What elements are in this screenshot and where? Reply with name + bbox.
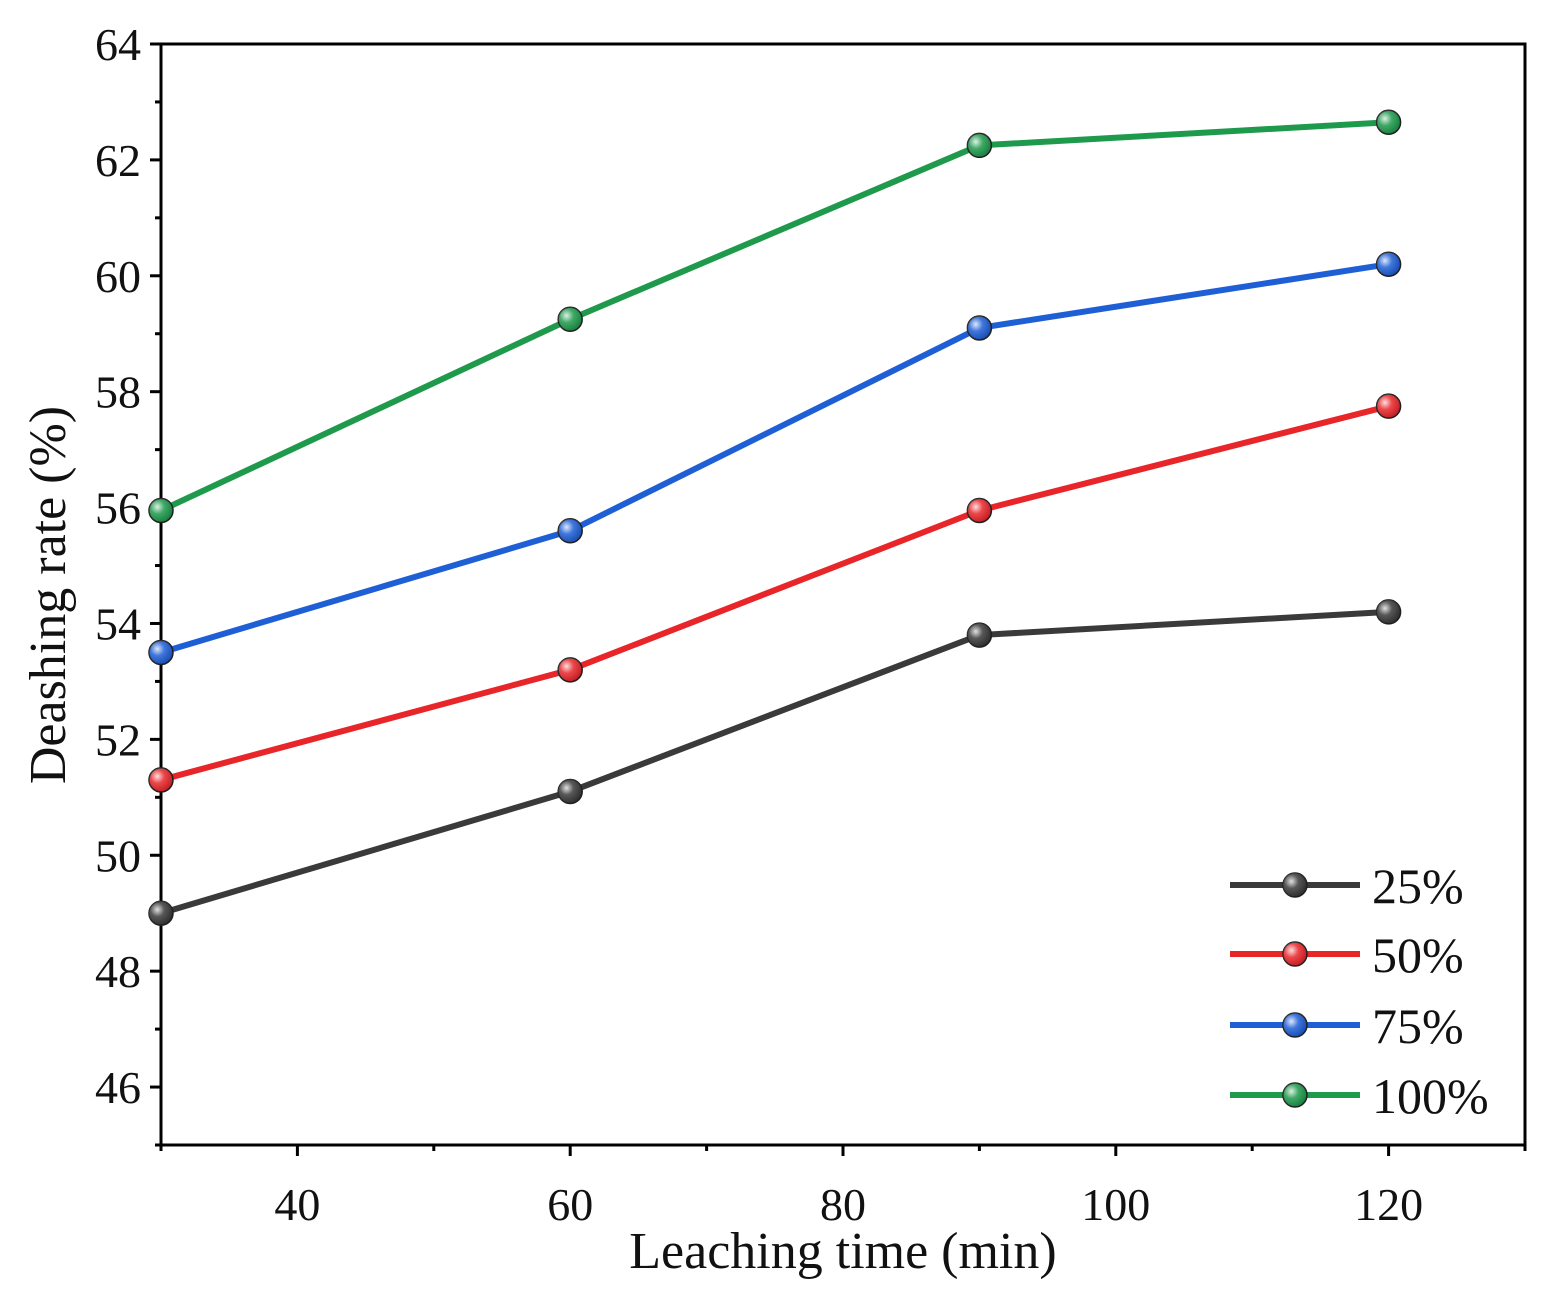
y-tick-label: 56	[95, 483, 141, 534]
series-50pct	[148, 393, 1402, 793]
data-point-highlight	[1376, 394, 1401, 419]
data-point-highlight	[1376, 252, 1401, 277]
x-tick-label: 60	[547, 1179, 593, 1230]
legend-label: 25%	[1372, 858, 1464, 914]
series-line	[159, 119, 1389, 514]
y-tick-label: 46	[95, 1062, 141, 1113]
data-point-highlight	[149, 498, 173, 523]
x-tick-label: 40	[274, 1179, 320, 1230]
data-point-highlight	[967, 623, 992, 648]
series-75pct	[148, 251, 1402, 666]
series-line	[160, 403, 1390, 783]
data-point-highlight	[149, 901, 173, 926]
data-point-highlight	[558, 307, 583, 332]
legend: 25% 50% 75% 100%	[1230, 858, 1489, 1124]
legend-marker-highlight	[1283, 873, 1307, 897]
y-tick-label: 62	[95, 135, 141, 186]
legend-item: 50%	[1230, 927, 1464, 983]
y-axis-title: Deashing rate (%)	[20, 406, 77, 784]
y-tick-label: 58	[95, 367, 141, 418]
legend-label: 75%	[1372, 998, 1464, 1054]
data-point-highlight	[1376, 110, 1401, 135]
legend-marker-highlight	[1283, 1013, 1307, 1037]
series-line	[160, 261, 1390, 656]
y-tick-label: 54	[95, 598, 141, 649]
data-point-highlight	[967, 133, 992, 158]
data-point-highlight	[558, 518, 583, 543]
data-point-highlight	[967, 498, 992, 523]
legend-marker-highlight	[1283, 1083, 1307, 1107]
series-100pct	[148, 109, 1402, 524]
data-point-highlight	[558, 657, 583, 682]
data-point-highlight	[1376, 599, 1401, 624]
x-tick-label: 120	[1354, 1179, 1423, 1230]
series-layer	[148, 109, 1402, 926]
y-tick-label: 48	[95, 946, 141, 997]
legend-marker-highlight	[1283, 942, 1307, 966]
series-25pct	[148, 599, 1402, 926]
data-point-highlight	[149, 767, 173, 792]
x-tick-label: 100	[1081, 1179, 1150, 1230]
data-point-highlight	[558, 779, 583, 804]
y-tick-label: 64	[95, 19, 141, 70]
x-axis-title: Leaching time (min)	[629, 1223, 1056, 1280]
legend-label: 50%	[1372, 927, 1464, 983]
legend-item: 100%	[1230, 1068, 1489, 1124]
series-line	[160, 608, 1389, 917]
data-point-highlight	[967, 315, 992, 340]
x-tick-label: 80	[820, 1179, 866, 1230]
legend-item: 75%	[1230, 998, 1464, 1054]
y-tick-label: 52	[95, 714, 141, 765]
axes: 46 48 50 52 54 56 58 60 62 64 40 60 80 100 120	[95, 19, 1527, 1230]
legend-item: 25%	[1230, 858, 1464, 914]
legend-label: 100%	[1372, 1068, 1489, 1124]
y-tick-label: 60	[95, 251, 141, 302]
data-point-highlight	[149, 640, 173, 665]
y-tick-label: 50	[95, 830, 141, 881]
